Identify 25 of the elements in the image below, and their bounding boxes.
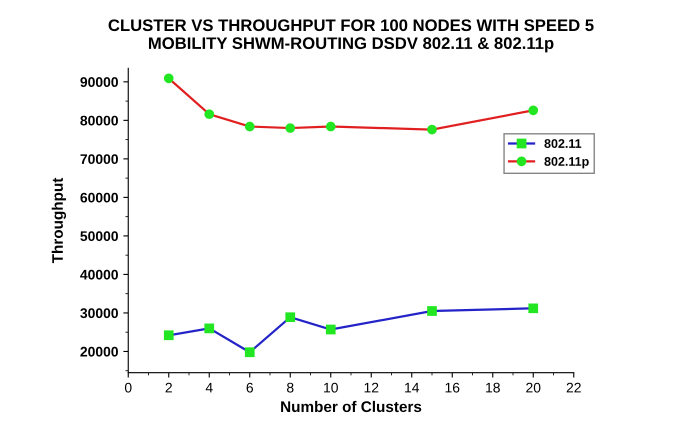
x-tick-label: 16: [446, 382, 460, 393]
y-tick-label: 50000: [80, 231, 118, 242]
y-tick-label: 40000: [80, 270, 118, 280]
y-axis-title: Throughput: [52, 178, 66, 264]
x-tick-label: 20: [526, 382, 540, 393]
y-tick-label: 70000: [80, 154, 118, 164]
x-tick-label: 18: [486, 382, 500, 393]
x-tick-label: 14: [405, 382, 420, 392]
legend-label: 802.11: [544, 139, 582, 148]
y-tick-label: 80000: [80, 116, 118, 126]
x-axis-title: Number of Clusters: [281, 400, 422, 412]
y-tick-label: 90000: [80, 77, 118, 88]
x-tick-label: 8: [286, 382, 294, 393]
chart-title: CLUSTER VS THROUGHPUT FOR 100 NODES WITH SPEED 5 MOBILITY SHWM-ROUTING DSDV 802.11 & 802.11p: [108, 19, 594, 52]
x-tick-label: 4: [206, 382, 213, 392]
x-tick-label: 0: [124, 382, 132, 393]
x-tick-label: 10: [324, 382, 338, 393]
x-tick-label: 12: [364, 382, 378, 392]
y-tick-label: 20000: [80, 346, 118, 357]
y-tick-label: 60000: [80, 192, 118, 203]
x-tick-label: 6: [246, 382, 253, 393]
x-tick-label: 22: [566, 382, 581, 392]
x-tick-label: 2: [166, 382, 172, 392]
legend-label: 802.11p: [544, 157, 589, 168]
y-tick-label: 30000: [80, 308, 118, 318]
